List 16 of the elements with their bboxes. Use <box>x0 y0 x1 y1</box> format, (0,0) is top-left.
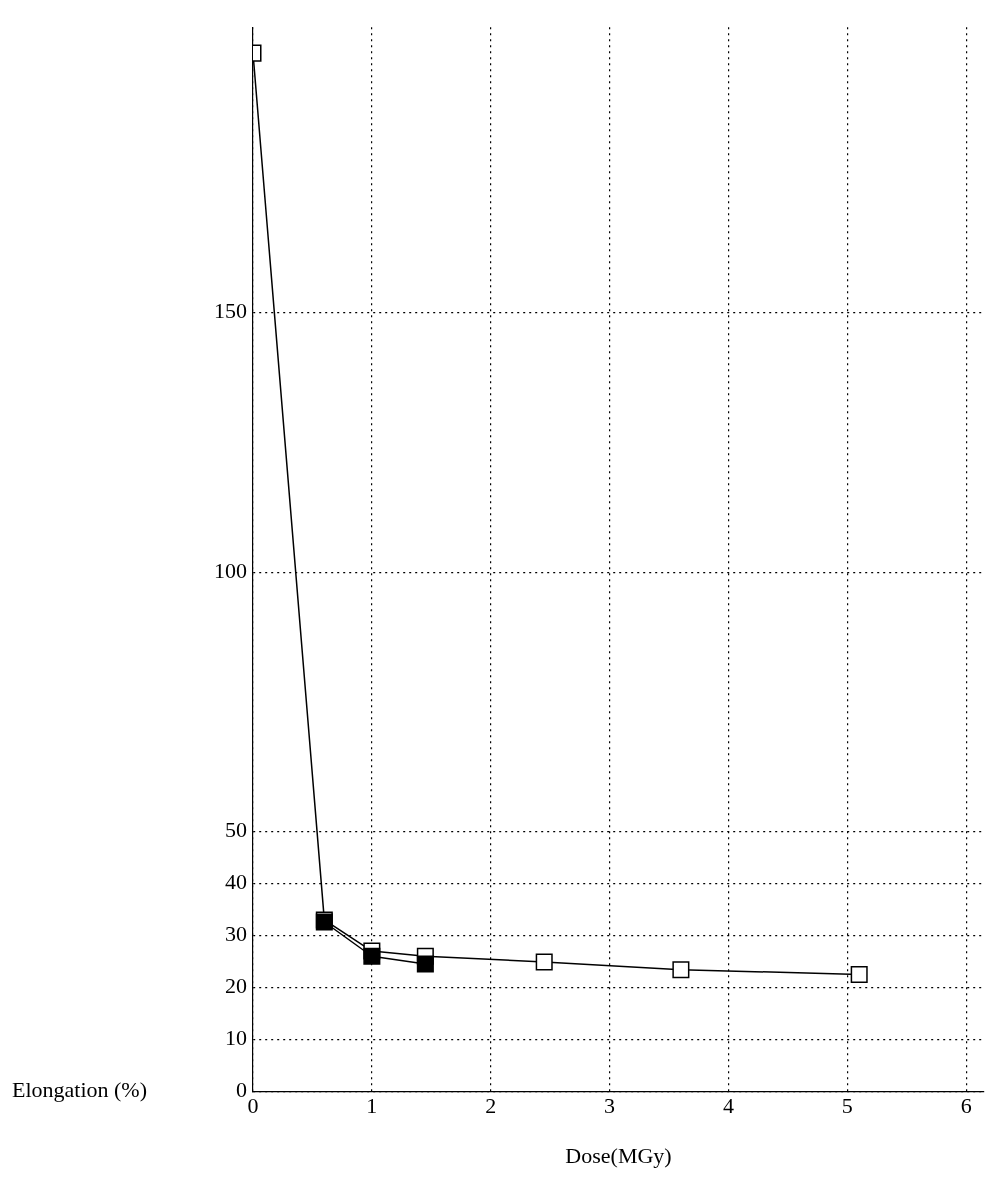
y-tick-label: 100 <box>214 557 247 583</box>
x-tick-label: 2 <box>485 1093 497 1119</box>
x-axis-title: Dose(MGy) <box>565 1142 672 1168</box>
y-axis-title: Elongation (%) <box>12 1076 148 1102</box>
y-tick-label: 20 <box>225 973 247 999</box>
y-tick-label: 0 <box>236 1076 247 1102</box>
x-tick-label: 5 <box>841 1093 853 1119</box>
y-tick-label: 50 <box>225 817 247 843</box>
x-tick-label: 1 <box>366 1093 378 1119</box>
y-tick-label: 150 <box>214 298 247 324</box>
y-tick-label: 10 <box>225 1025 247 1051</box>
x-tick-label: 3 <box>604 1093 616 1119</box>
x-tick-label: 6 <box>960 1093 972 1119</box>
x-tick-label: 4 <box>722 1093 734 1119</box>
y-tick-label: 30 <box>225 921 247 947</box>
y-tick-label: 40 <box>225 869 247 895</box>
